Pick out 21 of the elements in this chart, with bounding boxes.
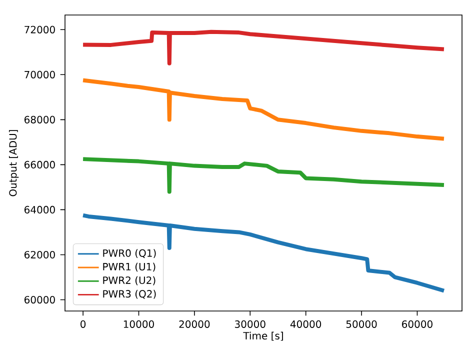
y-tick-label: 60000 (24, 296, 55, 304)
x-tick-label: 10000 (124, 320, 154, 328)
y-tick-label: 68000 (24, 116, 55, 124)
legend-label: PWR3 (Q2) (103, 290, 156, 299)
y-tick-label: 62000 (24, 250, 55, 259)
y-tick-label: 70000 (24, 70, 55, 78)
x-tick-label: 0 (80, 320, 86, 328)
x-tick-label: 40000 (290, 320, 322, 328)
y-axis-title: Output [ADU] (8, 130, 19, 196)
x-tick-label: 30000 (234, 320, 266, 328)
x-tick-label: 60000 (402, 320, 432, 328)
x-tick-label: 20000 (179, 320, 210, 328)
x-tick-label: 50000 (346, 320, 377, 328)
legend-label: PWR2 (U2) (103, 276, 156, 286)
legend-label: PWR0 (Q1) (103, 249, 156, 258)
line-series (81, 78, 446, 141)
y-tick-label: 72000 (24, 26, 55, 34)
y-tick-label: 64000 (24, 206, 55, 214)
x-axis-title: Time [s] (243, 332, 283, 341)
legend-label: PWR1 (U1) (103, 262, 156, 272)
y-tick-label: 66000 (24, 160, 55, 168)
